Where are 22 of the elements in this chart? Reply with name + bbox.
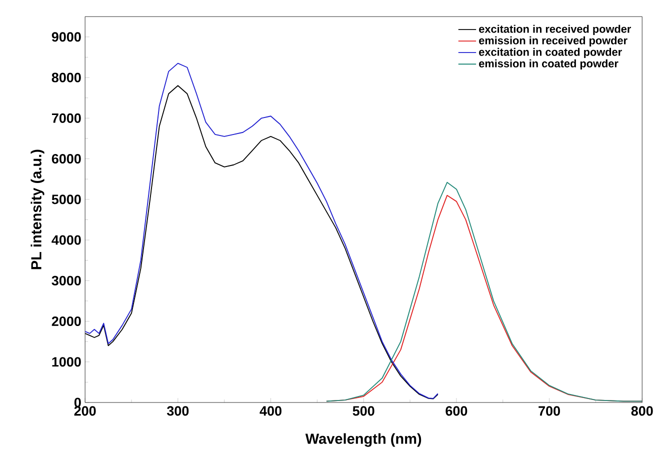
legend-label: excitation in received powder	[479, 24, 631, 35]
legend-label: emission in coated powder	[479, 59, 618, 70]
legend-label: emission in received powder	[479, 36, 628, 46]
y-tick-label: 4000	[52, 235, 81, 245]
y-tick-label: 7000	[52, 113, 81, 123]
y-tick-label: 6000	[52, 154, 81, 164]
x-tick-label: 500	[352, 406, 374, 416]
y-tick-label: 2000	[52, 316, 81, 326]
x-tick-label: 400	[260, 406, 282, 416]
x-axis-title: Wavelength (nm)	[305, 433, 422, 447]
y-tick-label: 1000	[52, 357, 81, 367]
y-tick-label: 5000	[52, 194, 81, 204]
y-tick-label: 9000	[52, 32, 81, 42]
y-axis-title: PL intensity (a.u.)	[30, 150, 44, 270]
y-tick-label: 3000	[52, 276, 81, 286]
x-tick-label: 800	[631, 406, 653, 416]
y-tick-label: 8000	[52, 72, 81, 82]
x-tick-label: 300	[166, 406, 189, 416]
x-tick-label: 200	[74, 406, 96, 416]
legend-label: excitation in coated powder	[479, 48, 622, 58]
x-tick-label: 700	[538, 406, 560, 416]
x-tick-label: 600	[446, 406, 468, 416]
